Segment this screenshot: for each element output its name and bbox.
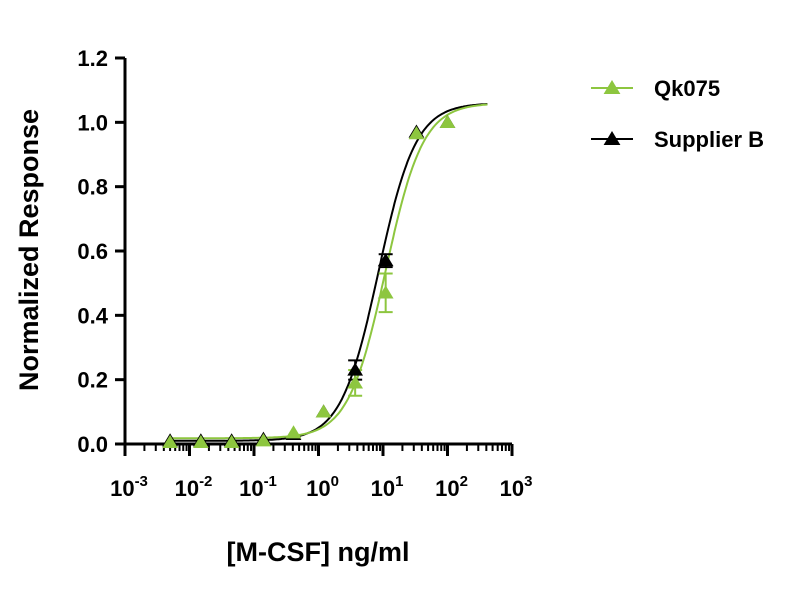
data-point xyxy=(223,434,240,449)
x-axis-ticks: 10-3 10-2 10-1 100 101 102 103 xyxy=(110,444,532,501)
y-tick-label: 0.8 xyxy=(77,175,108,200)
x-tick-label: 103 xyxy=(500,473,533,501)
x-tick-label: 10-3 xyxy=(110,473,148,501)
y-axis-title: Normalized Response xyxy=(14,109,44,391)
legend-label: Supplier B xyxy=(654,127,764,152)
y-tick-label: 0.6 xyxy=(77,239,108,264)
data-point xyxy=(315,404,332,418)
y-tick-label: 0.2 xyxy=(77,368,108,393)
data-point xyxy=(347,362,364,376)
x-tick-label: 10-1 xyxy=(239,473,277,501)
x-tick-label: 100 xyxy=(306,473,339,501)
y-tick-label: 0.0 xyxy=(77,432,108,457)
y-tick-label: 0.4 xyxy=(77,303,108,328)
x-tick-label: 10-2 xyxy=(175,473,213,501)
legend-swatch-marker xyxy=(603,80,621,94)
x-tick-label: 102 xyxy=(435,473,468,501)
y-tick-label: 1.2 xyxy=(77,46,108,71)
x-axis-title: [M-CSF] ng/ml xyxy=(227,537,410,567)
y-tick-label: 1.0 xyxy=(77,110,108,135)
data-point xyxy=(192,434,209,449)
data-point xyxy=(285,425,302,439)
data-point xyxy=(347,375,364,389)
data-points xyxy=(162,114,456,449)
y-axis-ticks: 0.0 0.2 0.4 0.6 0.8 1.0 1.2 xyxy=(77,46,125,457)
fit-curve xyxy=(170,103,488,442)
plot-area: 0.0 0.2 0.4 0.6 0.8 1.0 1.2 10-3 10-2 10-1 100 101… xyxy=(77,46,532,501)
x-tick-label: 101 xyxy=(371,473,404,501)
data-point xyxy=(377,253,394,267)
data-point xyxy=(377,285,394,299)
data-point xyxy=(408,126,425,140)
data-point xyxy=(162,434,178,449)
legend-swatch-marker xyxy=(603,131,621,145)
data-point xyxy=(255,433,272,447)
data-point xyxy=(439,114,456,128)
fit-curve xyxy=(170,103,488,440)
fit-curves xyxy=(170,103,488,442)
legend: Qk075 Supplier B xyxy=(591,76,764,152)
legend-label: Qk075 xyxy=(654,76,720,101)
